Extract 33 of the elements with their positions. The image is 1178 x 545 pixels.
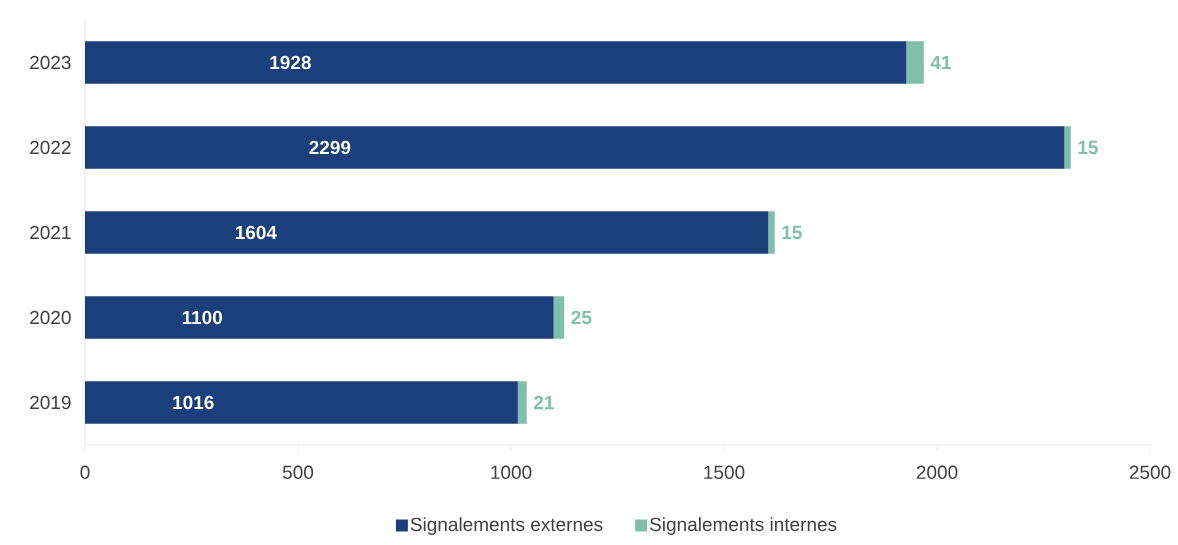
data-label: 21	[533, 395, 554, 410]
y-tick-label: 2019	[30, 395, 71, 410]
bar	[517, 381, 527, 424]
y-tick-label: 2023	[30, 55, 71, 70]
bar	[85, 296, 554, 339]
y-tick-label: 2020	[30, 310, 71, 325]
y-tick-label: 2021	[30, 225, 71, 240]
legend-label: Signalements externes	[410, 517, 603, 535]
legend-label: Signalements internes	[649, 517, 837, 535]
data-label: 1604	[235, 225, 277, 240]
data-label: 41	[930, 55, 951, 70]
bar	[85, 41, 907, 84]
data-label: 1016	[173, 395, 214, 410]
bar	[553, 296, 565, 339]
x-tick-label: 2500	[1129, 465, 1171, 479]
bar	[85, 126, 1065, 169]
x-tick-label: 1000	[491, 465, 532, 479]
x-tick-label: 500	[282, 465, 314, 479]
x-tick-label: 0	[80, 465, 90, 479]
bar	[906, 41, 924, 84]
data-label: 15	[782, 225, 802, 240]
bar	[1064, 126, 1071, 169]
data-label: 1928	[270, 55, 311, 70]
bar	[768, 211, 775, 254]
data-label: 25	[571, 310, 592, 325]
data-label: 1100	[182, 310, 222, 325]
data-label: 2299	[309, 140, 351, 155]
x-tick-label: 1500	[704, 465, 745, 479]
data-label: 15	[1078, 140, 1098, 155]
bar	[85, 211, 769, 254]
x-tick-label: 2000	[916, 465, 958, 479]
y-tick-label: 2022	[30, 140, 71, 155]
bar	[85, 381, 518, 424]
